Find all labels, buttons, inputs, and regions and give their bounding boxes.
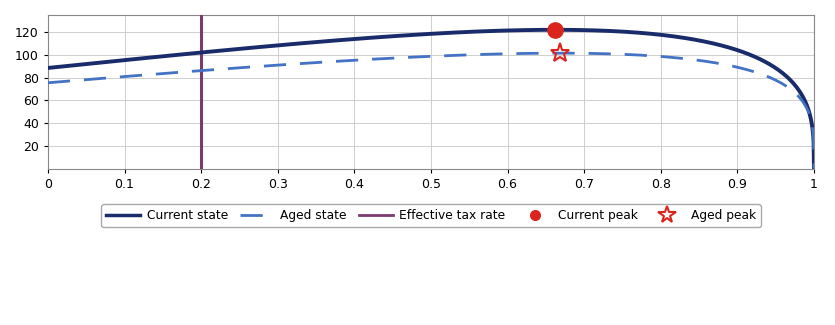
Legend: Current state, Aged state, Effective tax rate, Current peak, Aged peak: Current state, Aged state, Effective tax…	[101, 204, 761, 227]
